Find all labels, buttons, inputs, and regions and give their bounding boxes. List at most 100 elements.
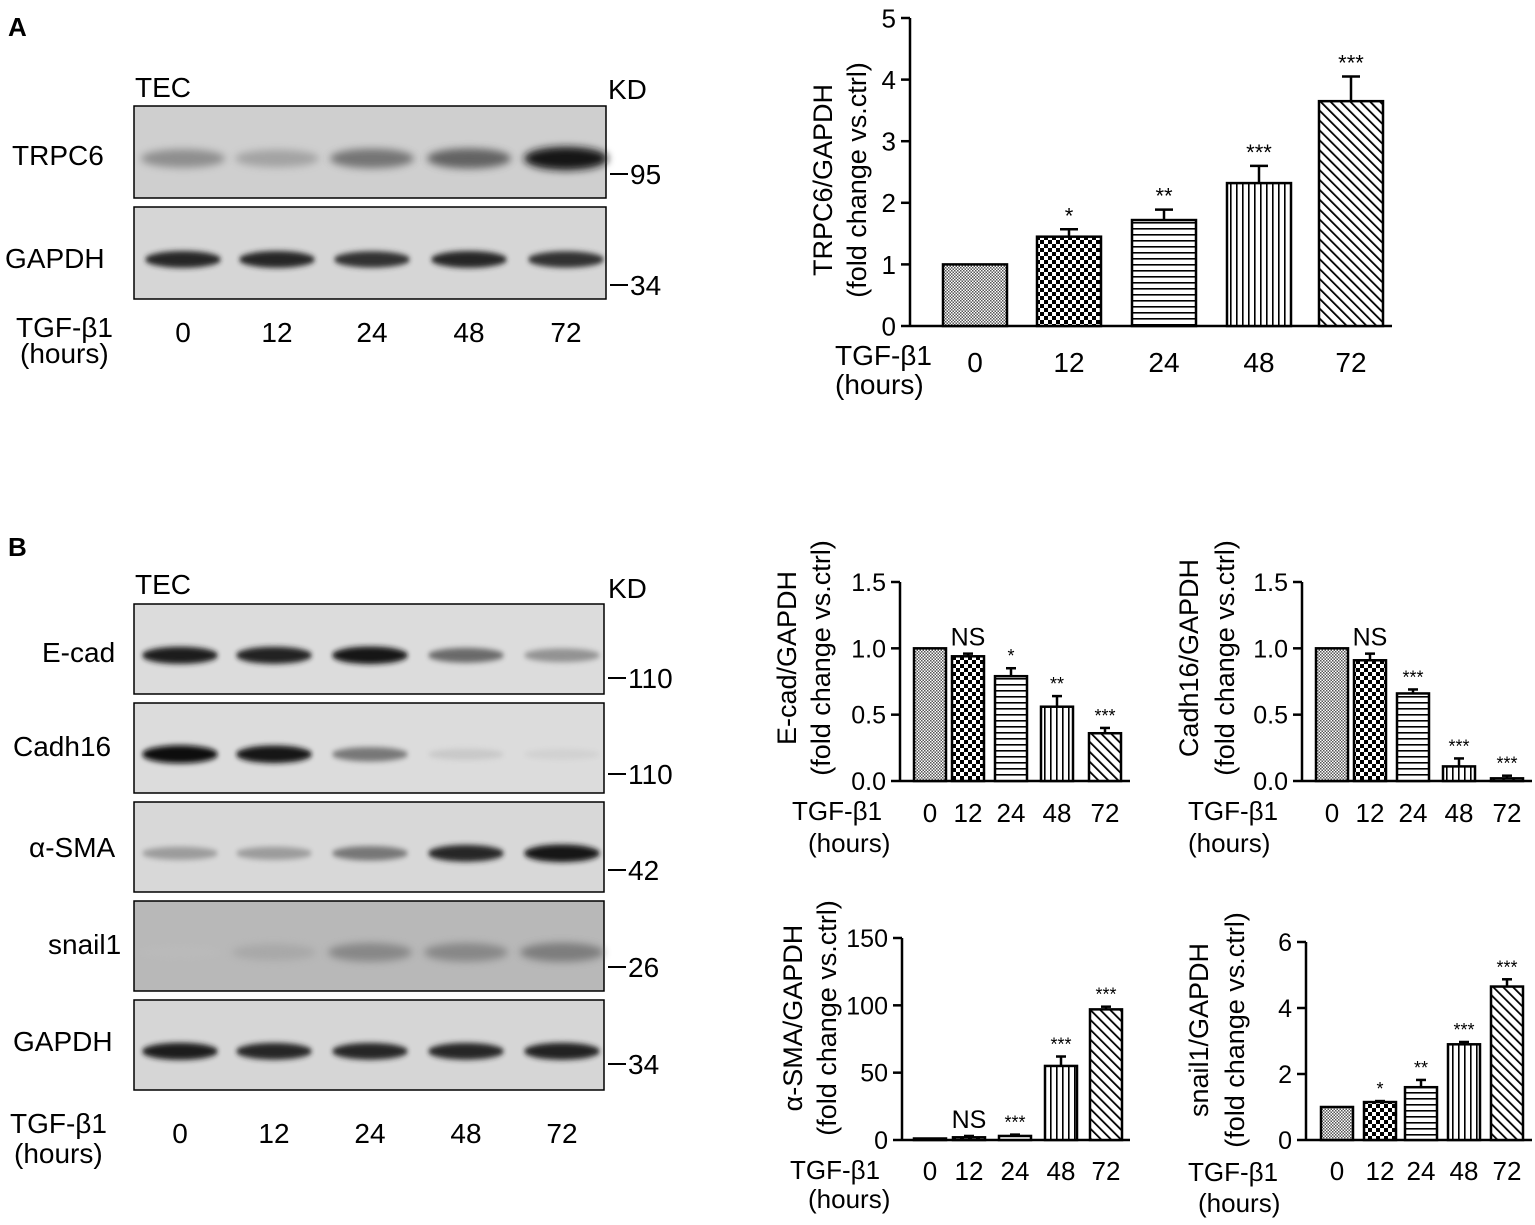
panel-a-treatment-label: TGF-β1: [16, 312, 113, 343]
y-tick-label: 150: [846, 925, 888, 953]
y-axis-title: TRPC6/GAPDH: [808, 84, 838, 276]
x-axis-title: TGF-β1: [792, 796, 882, 826]
y-tick-label: 6: [1278, 929, 1292, 957]
blot-band: [142, 1042, 218, 1060]
blot-band: [428, 1042, 504, 1060]
y-tick-label: 0: [1278, 1127, 1292, 1155]
bar: [1087, 731, 1123, 783]
blot-row: α-SMA 42: [29, 801, 659, 893]
y-tick-label: 2: [882, 188, 896, 218]
chart-cadh16: 0.0 0.5 1.0 1.5 Cadh16/GAPDH (fold change vs.…: [1174, 540, 1532, 858]
x-tick-label: 72: [1091, 798, 1120, 828]
y-tick-label: 1.0: [1253, 635, 1288, 663]
bar: [941, 263, 1009, 328]
bar: [951, 1136, 987, 1142]
blot-protein-label: GAPDH: [5, 243, 105, 274]
blot-row: Cadh16 110: [13, 702, 673, 794]
bar: [1319, 1105, 1355, 1142]
panel-b-kd-label: KD: [608, 573, 647, 604]
blot-protein-label: α-SMA: [29, 832, 116, 863]
panel-b-western-blot: E-cad 110 Cadh16 110 α-SMA 42 snail1 26 GAPDH 34: [13, 603, 673, 1091]
blot-band: [431, 251, 507, 268]
blot-protein-label: E-cad: [42, 637, 115, 668]
panel-b-lane-label: 0: [172, 1118, 188, 1149]
bar: [1088, 1008, 1124, 1142]
blot-protein-label: GAPDH: [13, 1026, 113, 1057]
blot-band: [239, 251, 315, 268]
y-tick-label: 0.0: [851, 768, 886, 796]
marker-kd-value: 34: [630, 270, 661, 301]
panel-b-treatment-label: TGF-β1: [10, 1108, 107, 1139]
blot-band: [141, 149, 225, 168]
x-tick-label: 0: [923, 1156, 937, 1186]
y-axis-title-unit: (fold change vs.ctrl): [1210, 540, 1240, 776]
x-tick-label: 72: [1092, 1156, 1121, 1186]
bar: [1362, 1100, 1398, 1142]
y-axis-title-unit: (fold change vs.ctrl): [806, 540, 836, 776]
x-tick-label: 0: [967, 347, 983, 378]
y-tick-label: 100: [846, 992, 888, 1020]
y-tick-label: 5: [882, 3, 896, 33]
bar: [1446, 1043, 1482, 1142]
x-tick-label: 24: [997, 798, 1026, 828]
bar: [1489, 985, 1525, 1142]
panel-a-cell-label: TEC: [135, 72, 191, 103]
y-tick-label: 0.5: [851, 702, 886, 730]
marker-kd-value: 95: [630, 159, 661, 190]
x-tick-label: 12: [955, 1156, 984, 1186]
blot-band: [524, 146, 608, 171]
y-axis-title: α-SMA/GAPDH: [778, 925, 808, 1112]
ns-label: NS: [952, 1106, 987, 1134]
x-tick-label: 12: [954, 798, 983, 828]
panel-b-treatment-unit: (hours): [14, 1138, 103, 1169]
x-tick-label: 24: [1399, 798, 1428, 828]
x-tick-label: 72: [1335, 347, 1366, 378]
panel-a-treatment-unit: (hours): [20, 338, 109, 369]
marker-kd-value: 34: [628, 1049, 659, 1080]
x-tick-label: 12: [1053, 347, 1084, 378]
x-tick-label: 0: [923, 798, 937, 828]
y-tick-label: 50: [860, 1060, 888, 1088]
bar: [1035, 235, 1103, 328]
y-axis-title-unit: (fold change vs.ctrl): [812, 900, 842, 1136]
blot-band: [332, 1042, 408, 1060]
panel-a-letter: A: [8, 12, 27, 42]
panel-b-lane-label: 24: [354, 1118, 385, 1149]
blot-band: [328, 943, 412, 962]
marker-kd-value: 110: [628, 759, 673, 790]
ns-label: NS: [951, 624, 986, 652]
y-tick-label: 3: [882, 127, 896, 157]
blot-band: [332, 646, 408, 665]
significance-label: **: [1050, 674, 1064, 694]
significance-label: ***: [1050, 1035, 1071, 1055]
x-axis-unit: (hours): [808, 1184, 890, 1214]
panel-a-lane-labels: 0 12 24 48 72: [175, 317, 581, 348]
blot-band: [142, 646, 218, 664]
blot-band: [236, 646, 312, 664]
significance-label: ***: [1453, 1020, 1474, 1040]
y-tick-label: 2: [1278, 1061, 1292, 1089]
panel-a-lane-label: 12: [261, 317, 292, 348]
y-axis-title: E-cad/GAPDH: [772, 571, 802, 745]
x-tick-label: 48: [1450, 1156, 1479, 1186]
y-axis-title-unit: (fold change vs.ctrl): [1220, 912, 1250, 1148]
significance-label: ***: [1496, 957, 1517, 977]
bar: [1352, 659, 1388, 783]
bar: [1039, 705, 1075, 783]
blot-band: [138, 945, 222, 960]
x-axis-title: TGF-β1: [835, 340, 932, 371]
blot-band: [232, 944, 316, 961]
bar: [950, 655, 986, 783]
x-tick-label: 24: [1407, 1156, 1436, 1186]
bar: [997, 1134, 1033, 1142]
blot-band: [145, 251, 221, 268]
x-tick-label: 12: [1356, 798, 1385, 828]
x-tick-label: 72: [1493, 798, 1522, 828]
chart-ecad: 0.0 0.5 1.0 1.5 E-cad/GAPDH (fold change vs.c…: [772, 540, 1130, 858]
blot-protein-label: Cadh16: [13, 731, 111, 762]
blot-band: [236, 745, 312, 764]
bar: [1489, 777, 1525, 783]
panel-b-lane-labels: 0 12 24 48 72: [172, 1118, 577, 1149]
marker-kd-value: 42: [628, 855, 659, 886]
